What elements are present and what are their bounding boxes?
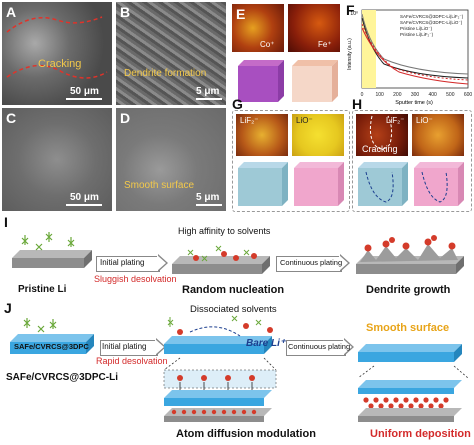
scale-text-c: 50 μm bbox=[70, 192, 99, 203]
tof-cubes-e bbox=[238, 60, 338, 102]
arrow-head-j1 bbox=[155, 338, 166, 356]
note-rapid: Rapid desolvation bbox=[96, 356, 168, 366]
y-tick-label: 10⁰ bbox=[350, 11, 358, 17]
sem-image-d bbox=[116, 108, 226, 211]
tof-map-lif2-h bbox=[356, 114, 408, 156]
note-high-affinity: High affinity to solvents bbox=[178, 226, 271, 236]
slab-label-safe: SAFe/CVRCS@3DPC bbox=[14, 342, 89, 351]
stage-label-pristine: Pristine Li bbox=[18, 284, 67, 295]
map-label-lio-h: LiO⁻ bbox=[416, 116, 433, 125]
note-dissociated: Dissociated solvents bbox=[190, 304, 277, 315]
arrow-text-continuous-j: Continuous plating bbox=[288, 342, 351, 351]
uniform-deposition-diagram bbox=[357, 344, 469, 422]
panel-label-h: H bbox=[352, 96, 363, 112]
arrow-head-i2 bbox=[339, 254, 350, 272]
sem-image-c bbox=[2, 108, 112, 211]
crack-outline-a bbox=[6, 16, 108, 79]
series-line-4 bbox=[361, 27, 469, 85]
tof-cubes-h bbox=[358, 162, 464, 206]
tof-map-fe bbox=[288, 4, 340, 52]
legend-entry-4: Pristine Li(LiF₂⁻) bbox=[400, 32, 434, 37]
panel-label-f: F bbox=[346, 2, 355, 18]
pristine-li-slab bbox=[12, 232, 92, 268]
map-label-lio-g: LiO⁻ bbox=[296, 116, 313, 125]
series-line-2 bbox=[361, 17, 469, 79]
panel-label-g: G bbox=[232, 96, 243, 112]
panel-label-j: J bbox=[4, 300, 12, 316]
y-axis-label: Intensity (a.u.) bbox=[347, 38, 353, 70]
x-tick-label: 200 bbox=[393, 92, 402, 98]
atom-diffusion-diagram bbox=[163, 315, 277, 422]
sem-image-b bbox=[116, 2, 226, 105]
tof-map-co bbox=[232, 4, 284, 52]
x-tick-label: 400 bbox=[428, 92, 437, 98]
stage-label-uniform: Uniform deposition bbox=[370, 428, 471, 440]
x-tick-label: 600 bbox=[464, 92, 472, 98]
random-nucleation-slab bbox=[172, 245, 270, 274]
tof-map-lif2-g bbox=[236, 114, 288, 156]
scale-bar-d bbox=[196, 204, 222, 206]
annotation-smooth: Smooth surface bbox=[124, 180, 195, 191]
scale-bar-c bbox=[66, 204, 102, 206]
panel-label-a: A bbox=[6, 4, 17, 20]
map-label-co: Co⁺ bbox=[260, 40, 275, 49]
annotation-cracking-a: Cracking bbox=[38, 58, 82, 70]
crack-outline-h bbox=[369, 115, 393, 150]
x-tick-label: 300 bbox=[411, 92, 420, 98]
arrow-text-initial-i: Initial plating bbox=[100, 258, 145, 267]
arrow-text-initial-j: Initial plating bbox=[102, 342, 147, 351]
tof-cubes-g bbox=[238, 162, 344, 206]
legend-entry-3: Pristine Li(LiO⁻) bbox=[400, 26, 433, 31]
x-axis-label: Sputter time (s) bbox=[395, 100, 433, 106]
legend-entry-2: SAFe/CVRCS@3DPC-Li(LiO⁻) bbox=[400, 20, 463, 25]
panel-g-frame bbox=[232, 110, 350, 212]
depth-profile-chart: SAFe/CVRCS@3DPC-Li(LiF₂⁻) SAFe/CVRCS@3DP… bbox=[347, 9, 472, 106]
x-tick-label: 0 bbox=[361, 92, 364, 98]
stage-label-dendrite: Dendrite growth bbox=[366, 284, 451, 296]
scale-text-b: 5 μm bbox=[196, 86, 220, 97]
stage-label-diffusion: Atom diffusion modulation bbox=[176, 428, 316, 440]
arrow-head-j2 bbox=[343, 338, 354, 356]
panel-h-frame bbox=[352, 110, 472, 212]
panel-label-i: I bbox=[4, 214, 8, 230]
map-label-fe: Fe⁺ bbox=[318, 40, 332, 49]
smooth-surface-label: Smooth surface bbox=[366, 322, 450, 334]
tof-map-lio-g bbox=[292, 114, 344, 156]
scale-bar-b bbox=[196, 98, 222, 100]
arrow-text-continuous-i: Continuous plating bbox=[280, 258, 343, 267]
safe-slab-stage1 bbox=[10, 318, 94, 354]
panel-label-b: B bbox=[120, 4, 131, 20]
map-label-lif2-h: LiF₂⁻ bbox=[386, 116, 405, 125]
x-tick-label: 100 bbox=[375, 92, 384, 98]
panel-label-c: C bbox=[6, 110, 17, 126]
panel-label-d: D bbox=[120, 110, 131, 126]
tof-map-lio-h bbox=[412, 114, 464, 156]
stage-label-safe-li: SAFe/CVRCS@3DPC-Li bbox=[6, 372, 118, 383]
panel-label-e: E bbox=[236, 6, 246, 22]
map-label-lif2-g: LiF₂⁻ bbox=[240, 116, 259, 125]
scale-text-a: 50 μm bbox=[70, 86, 99, 97]
scale-text-d: 5 μm bbox=[196, 192, 220, 203]
scale-bar-a bbox=[66, 98, 102, 100]
stage-label-random: Random nucleation bbox=[182, 284, 285, 296]
dendrite-growth-slab bbox=[356, 235, 464, 274]
annotation-dendrite: Dendrite formation bbox=[124, 68, 207, 79]
bare-li-label: Bare Li⁺ bbox=[246, 338, 286, 349]
x-tick-label: 500 bbox=[446, 92, 455, 98]
note-sluggish: Sluggish desolvation bbox=[94, 274, 177, 284]
arrow-head-i1 bbox=[157, 254, 168, 272]
legend-entry-1: SAFe/CVRCS@3DPC-Li(LiF₂⁻) bbox=[400, 14, 464, 19]
